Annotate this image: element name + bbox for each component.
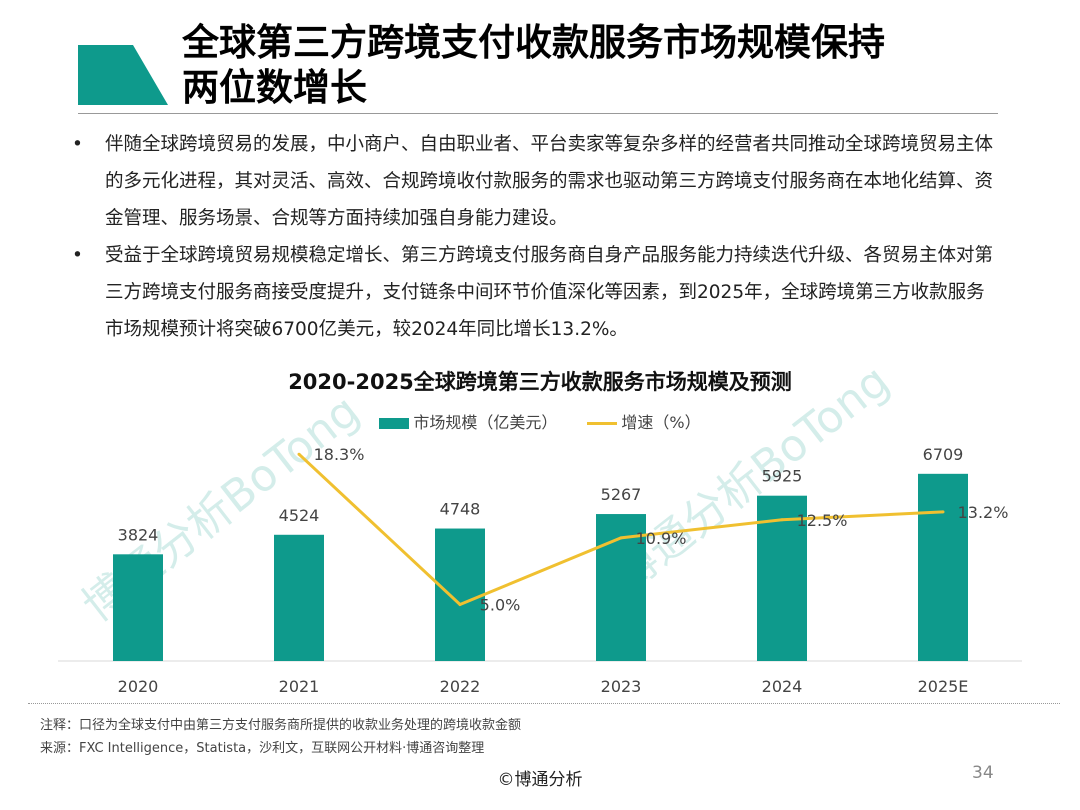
title-line-1: 全球第三方跨境支付收款服务市场规模保持 [182,21,885,64]
bar-2021 [274,534,324,661]
bar-label-2024: 5925 [762,467,803,486]
bar-label-2023: 5267 [601,485,642,504]
bullet-item: • 受益于全球跨境贸易规模稳定增长、第三方跨境支付服务商自身产品服务能力持续迭代升… [72,237,1002,348]
legend-item-bar: 市场规模（亿美元） [379,409,557,433]
bullet-list: • 伴随全球跨境贸易的发展，中小商户、自由职业者、平台卖家等复杂多样的经营者共同推… [72,126,1002,348]
bar-2020 [113,554,163,661]
copyright: ©博通分析 [497,770,583,790]
growth-point-2021 [297,452,301,456]
growth-point-2023 [619,536,623,540]
x-tick-2020: 2020 [118,677,159,696]
title-accent-shape [78,45,168,105]
bullet-item: • 伴随全球跨境贸易的发展，中小商户、自由职业者、平台卖家等复杂多样的经营者共同推… [72,126,1002,237]
bar-label-2025E: 6709 [923,445,964,464]
x-tick-2024: 2024 [762,677,803,696]
growth-point-2024 [780,518,784,522]
growth-point-2025E [941,510,945,514]
legend-swatch-line [587,422,618,425]
bar-2024 [757,495,807,661]
growth-label-2023: 10.9% [636,529,687,548]
title-divider [78,113,998,114]
legend-label: 市场规模（亿美元） [413,413,558,432]
legend-swatch-bar [379,418,410,429]
page-number: 34 [972,763,994,783]
x-tick-2025E: 2025E [918,677,969,696]
bar-label-2022: 4748 [440,500,481,519]
bar-label-2021: 4524 [279,506,320,525]
bar-label-2020: 3824 [118,525,159,544]
growth-label-2024: 12.5% [797,511,848,530]
bar-2022 [435,528,485,661]
chart-note: 注释：口径为全球支付中由第三方支付服务商所提供的收款业务处理的跨境收款金额 [40,718,522,733]
x-tick-2021: 2021 [279,677,320,696]
chart-legend: 市场规模（亿美元） 增速（%） [0,409,1080,433]
legend-label: 增速（%） [621,413,701,432]
growth-label-2021: 18.3% [314,445,365,464]
growth-point-2022 [458,603,462,606]
chart-title: 2020-2025全球跨境第三方收款服务市场规模及预测 [288,370,792,394]
page-title: 全球第三方跨境支付收款服务市场规模保持 两位数增长 [182,20,1062,110]
footer-divider [28,703,1060,704]
growth-label-2022: 5.0% [480,596,521,615]
x-tick-2022: 2022 [440,677,481,696]
bullet-dot: • [72,134,83,155]
legend-item-line: 增速（%） [587,409,701,433]
chart-source: 来源：FXC Intelligence，Statista，沙利文，互联网公开材料… [40,741,485,756]
watermark: 博通分析BoTong [603,355,899,602]
bullet-dot: • [72,245,83,266]
bar-2025E [918,473,968,661]
growth-label-2025E: 13.2% [958,503,1009,522]
bullet-text: 受益于全球跨境贸易规模稳定增长、第三方跨境支付服务商自身产品服务能力持续迭代升级… [105,245,994,340]
bullet-text: 伴随全球跨境贸易的发展，中小商户、自由职业者、平台卖家等复杂多样的经营者共同推动… [105,134,994,229]
title-line-2: 两位数增长 [182,66,367,109]
x-tick-2023: 2023 [601,677,642,696]
